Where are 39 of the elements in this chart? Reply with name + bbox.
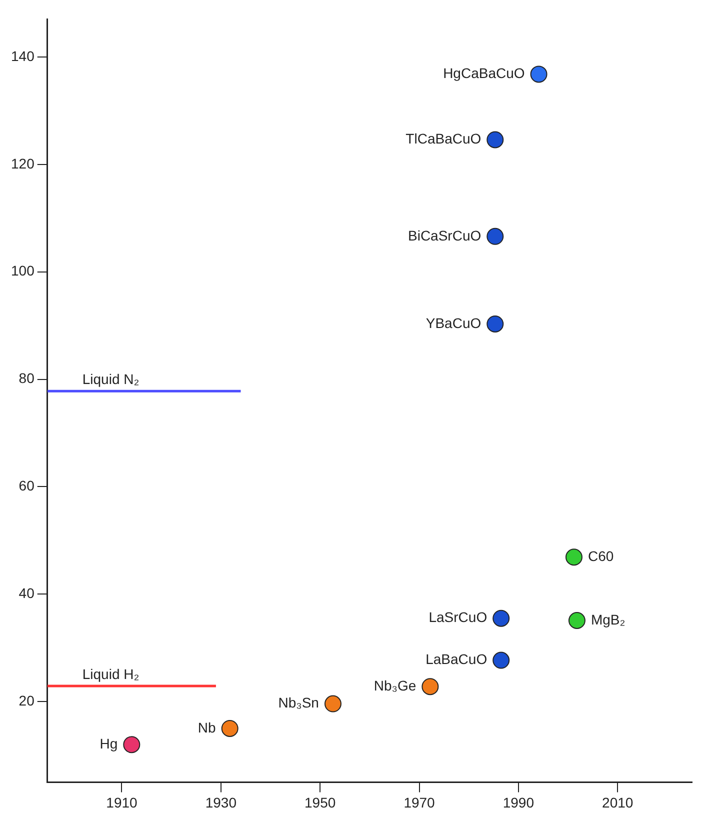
annotation: LaSrCuO <box>428 609 488 626</box>
annotation: Nb <box>198 719 216 736</box>
point <box>324 695 342 712</box>
annotation: TlCaBaCuO <box>406 130 482 147</box>
annotation: Hg <box>100 735 118 752</box>
annotation: Nb₃Sn <box>278 694 319 711</box>
annotation: MgB₂ <box>590 611 626 628</box>
x-tick-label: 2010 <box>602 794 634 810</box>
annotation: Nb₃Ge <box>374 677 416 694</box>
x-tick-label: 1990 <box>502 794 534 810</box>
annotation: BiCaSrCuO <box>408 227 482 244</box>
annotation: LaBaCuO <box>426 651 488 668</box>
annotation: HgCaBaCuO <box>443 65 525 82</box>
point <box>422 678 439 696</box>
annotation: YBaCuO <box>426 314 482 331</box>
x-tick-label: 1970 <box>404 794 436 810</box>
point <box>123 736 140 754</box>
point <box>530 66 548 83</box>
series-label: Liquid H₂ <box>82 666 140 682</box>
point <box>221 720 238 737</box>
point <box>486 131 504 148</box>
y-tick-label: 140 <box>11 48 35 64</box>
x-tick-label: 1950 <box>304 794 336 810</box>
point <box>492 610 510 627</box>
point <box>568 612 586 630</box>
point <box>492 652 510 669</box>
point <box>486 315 504 332</box>
x-tick-label: 1910 <box>106 794 138 810</box>
y-tick-label: 20 <box>18 692 35 708</box>
y-tick-label: 120 <box>11 155 35 172</box>
series-label: Liquid N₂ <box>82 370 140 387</box>
x-tick-label: 1930 <box>205 794 237 810</box>
point <box>565 548 582 566</box>
y-tick-label: 100 <box>11 262 35 279</box>
y-tick-label: 40 <box>18 585 35 602</box>
annotation: C60 <box>588 548 614 564</box>
y-tick-label: 60 <box>18 478 35 494</box>
y-tick-label: 80 <box>18 370 35 386</box>
point <box>486 228 504 245</box>
